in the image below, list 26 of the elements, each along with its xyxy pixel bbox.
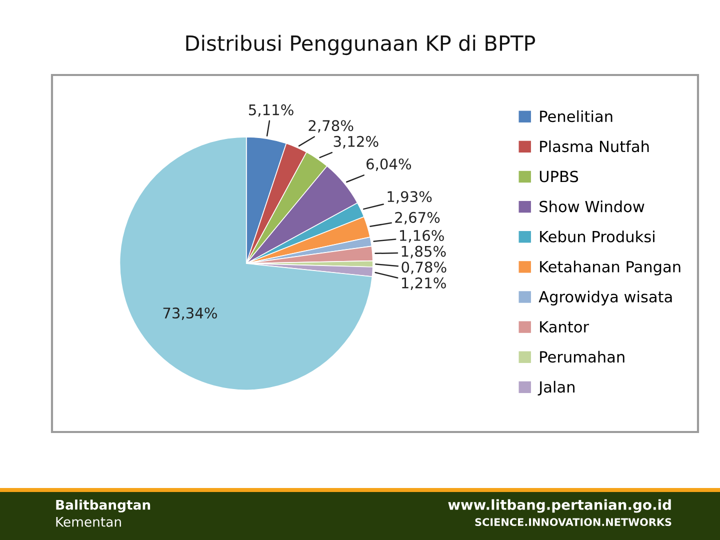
text: SCIENCE.INNOVATION.NETWORKS <box>475 518 672 526</box>
data-label: 0,78% <box>402 262 446 274</box>
legend-label: Penelitian <box>540 110 612 122</box>
legend-label: Agrowidya wisata <box>538 290 672 306</box>
legend-label: Kantor <box>540 321 590 333</box>
data-label: 1,85% <box>402 246 446 258</box>
text: Kementan <box>56 517 121 527</box>
legend-label: Ketahanan Pangan <box>540 260 680 276</box>
data-label: 2,67% <box>395 212 440 224</box>
legend-label: Jalan <box>538 380 574 396</box>
text: www.litbang.pertanian.go.id <box>448 499 671 513</box>
text: Balitbangtan <box>56 500 150 512</box>
data-label: 6,04% <box>366 158 412 172</box>
data-label: 1,21% <box>402 277 446 290</box>
legend-label: Show Window <box>540 200 644 212</box>
data-label: 73,34% <box>163 308 217 320</box>
data-label: 3,12% <box>334 136 378 148</box>
legend-label: UPBS <box>540 170 578 182</box>
legend-label: Perumahan <box>540 350 624 363</box>
data-label: 5,11% <box>249 104 294 117</box>
data-label: 1,93% <box>388 191 432 204</box>
legend-label: Kebun Produksi <box>540 230 654 242</box>
legend-label: Plasma Nutfah <box>540 140 649 152</box>
data-label: 2,78% <box>308 120 354 133</box>
data-label: 1,16% <box>400 230 444 242</box>
chart-title: Distribusi Penggunaan KP di BPTP <box>186 34 536 56</box>
